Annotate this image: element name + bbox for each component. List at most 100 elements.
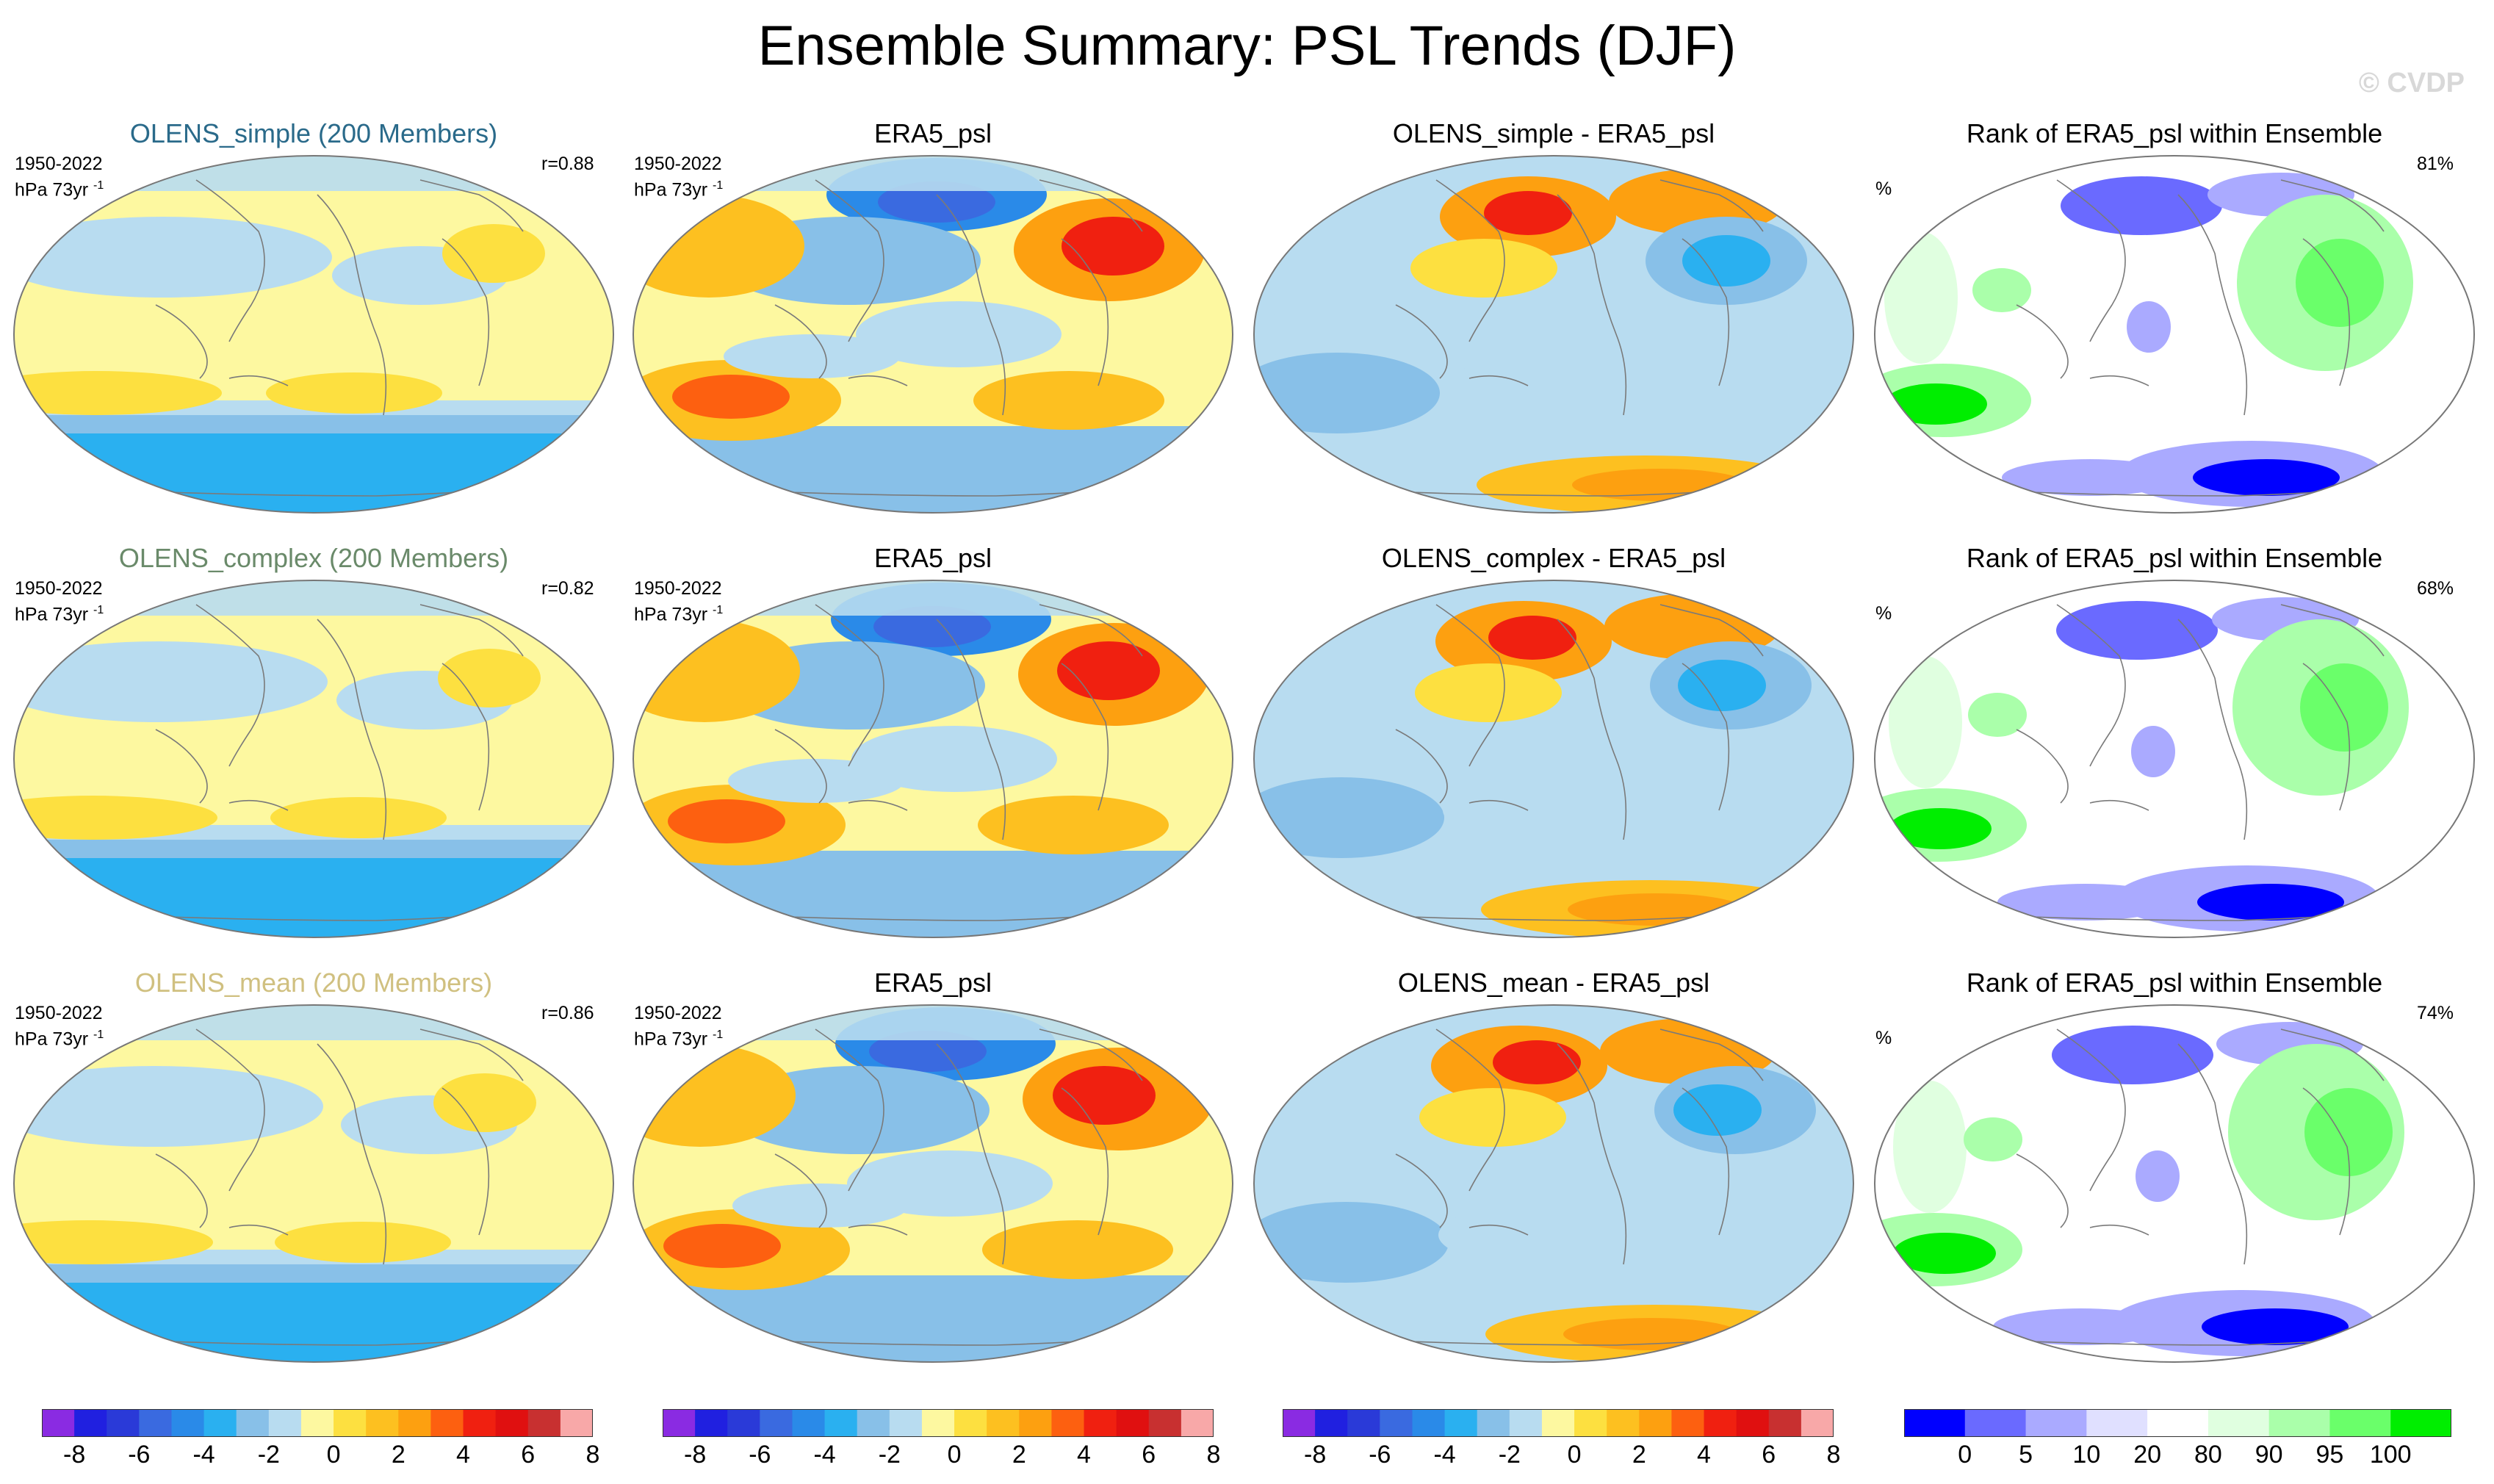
coastline — [2302, 663, 2351, 811]
period-label: 1950-2022 — [634, 154, 722, 174]
diff-panel-title: OLENS_complex - ERA5_psl — [1381, 543, 1726, 573]
rank-colorbar-swatch — [2086, 1409, 2148, 1437]
colorbar-tick-label: -8 — [683, 1441, 707, 1469]
coastline — [419, 179, 524, 232]
map-outline — [1253, 155, 1854, 514]
ens-field-blob — [14, 641, 328, 722]
colorbar-tick-label: 4 — [1697, 1441, 1711, 1469]
colorbar-swatch — [1084, 1409, 1117, 1437]
obs-field-blob — [878, 181, 995, 223]
coastline — [2016, 1153, 2069, 1228]
colorbar-tick-label: -8 — [62, 1441, 86, 1469]
map-outline — [632, 580, 1233, 938]
colorbar-tick-label: 0 — [947, 1441, 962, 1469]
obs-field-blob — [668, 799, 785, 843]
colorbar-swatch — [1671, 1409, 1705, 1437]
colorbar-swatch — [527, 1409, 561, 1437]
colorbar-tick-label: -4 — [192, 1441, 215, 1469]
obs-field-blob — [663, 1224, 781, 1268]
colorbar-swatch — [857, 1409, 890, 1437]
colorbar-tick-label: -4 — [1433, 1441, 1456, 1469]
units-label: hPa 73yr -1 — [634, 599, 723, 625]
colorbar-swatch — [1181, 1409, 1214, 1437]
rank-field-blob — [1968, 693, 2027, 737]
figure-title: Ensemble Summary: PSL Trends (DJF) — [757, 15, 1737, 77]
rank-colorbar-tick-label: 95 — [2315, 1441, 2344, 1469]
ens-panel-title: OLENS_simple (200 Members) — [129, 118, 498, 148]
coastline — [1435, 604, 1505, 767]
colorbar-swatch — [1051, 1409, 1085, 1437]
rank-colorbar-tick-label: 90 — [2255, 1441, 2283, 1469]
coastline — [1659, 1029, 1764, 1081]
colorbar-tick-label: -8 — [1303, 1441, 1327, 1469]
colorbar-swatch — [495, 1409, 529, 1437]
rank-unit-label: % — [1875, 179, 1892, 199]
coastline — [228, 799, 289, 811]
colorbar-tick-label: -6 — [128, 1441, 151, 1469]
colorbar-tick-label: 2 — [391, 1441, 406, 1469]
colorbar-swatch — [463, 1409, 497, 1437]
coastline — [419, 1029, 524, 1081]
coastline — [155, 304, 208, 379]
coastline — [1557, 619, 1627, 840]
rank-field-blob — [2197, 884, 2344, 921]
psl-colorbar-1 — [663, 1409, 1214, 1437]
units-text: hPa 73yr — [634, 1029, 713, 1050]
colorbar-tick-label: 6 — [1142, 1441, 1156, 1469]
coastline — [1682, 1087, 1730, 1236]
map-outline — [1874, 155, 2475, 514]
rank-map-row-0 — [1870, 151, 2479, 518]
obs-map-row-2 — [628, 1000, 1238, 1367]
coastline — [848, 1224, 908, 1236]
colorbar-swatch — [366, 1409, 399, 1437]
rank-colorbar-tick-label: 5 — [2019, 1441, 2033, 1469]
rank-percent-label: 81% — [2417, 154, 2454, 174]
colorbar-swatch — [1019, 1409, 1052, 1437]
obs-panel-title: ERA5_psl — [873, 118, 992, 148]
period-label: 1950-2022 — [634, 1003, 722, 1023]
rank-field-blob — [2131, 726, 2175, 777]
rank-field-blob — [1972, 268, 2031, 312]
obs-field-blob — [856, 301, 1062, 367]
period-label: 1950-2022 — [15, 1003, 103, 1023]
units-text: hPa 73yr — [15, 179, 94, 201]
colorbar-swatch — [1509, 1409, 1543, 1437]
coastline — [1557, 194, 1627, 416]
rank-colorbar-swatch — [1904, 1409, 1966, 1437]
rank-colorbar-swatch — [2329, 1409, 2391, 1437]
diff-field-blob — [1493, 1040, 1581, 1084]
rank-field-blob — [1993, 1308, 2169, 1345]
colorbar-swatch — [203, 1409, 237, 1437]
units-exponent: -1 — [713, 1029, 724, 1041]
rank-field-blob — [1893, 1081, 1967, 1213]
coastline — [2177, 619, 2248, 840]
colorbar-swatch — [236, 1409, 270, 1437]
colorbar-tick-label: 4 — [1077, 1441, 1091, 1469]
rank-colorbar-swatch — [2268, 1409, 2330, 1437]
rank-colorbar-swatch — [2390, 1409, 2452, 1437]
units-text: hPa 73yr — [634, 604, 713, 625]
map-outline — [1253, 580, 1854, 938]
colorbar-swatch — [1116, 1409, 1150, 1437]
rank-field-blob — [1997, 884, 2174, 921]
diff-field-blob — [1254, 1202, 1449, 1283]
coastline — [2089, 375, 2149, 386]
colorbar-swatch — [663, 1409, 696, 1437]
ens-panel-title: OLENS_mean (200 Members) — [134, 968, 493, 998]
coastline — [2280, 604, 2385, 657]
units-text: hPa 73yr — [634, 179, 713, 201]
colorbar-swatch — [107, 1409, 140, 1437]
coastline — [2056, 1029, 2126, 1192]
colorbar-tick-label: -2 — [878, 1441, 901, 1469]
ens-field-band — [14, 1275, 613, 1362]
coastline — [2177, 1043, 2248, 1265]
units-exponent: -1 — [93, 1029, 104, 1041]
rank-field-blob — [2056, 601, 2218, 660]
watermark: © CVDP — [2358, 68, 2465, 98]
obs-panel-title: ERA5_psl — [873, 968, 992, 998]
diff-map-row-0 — [1249, 151, 1859, 518]
coastline — [1061, 238, 1109, 386]
colorbar-tick-label: 6 — [521, 1441, 536, 1469]
colorbar-swatch — [1541, 1409, 1575, 1437]
rank-field-blob — [1964, 1117, 2022, 1161]
